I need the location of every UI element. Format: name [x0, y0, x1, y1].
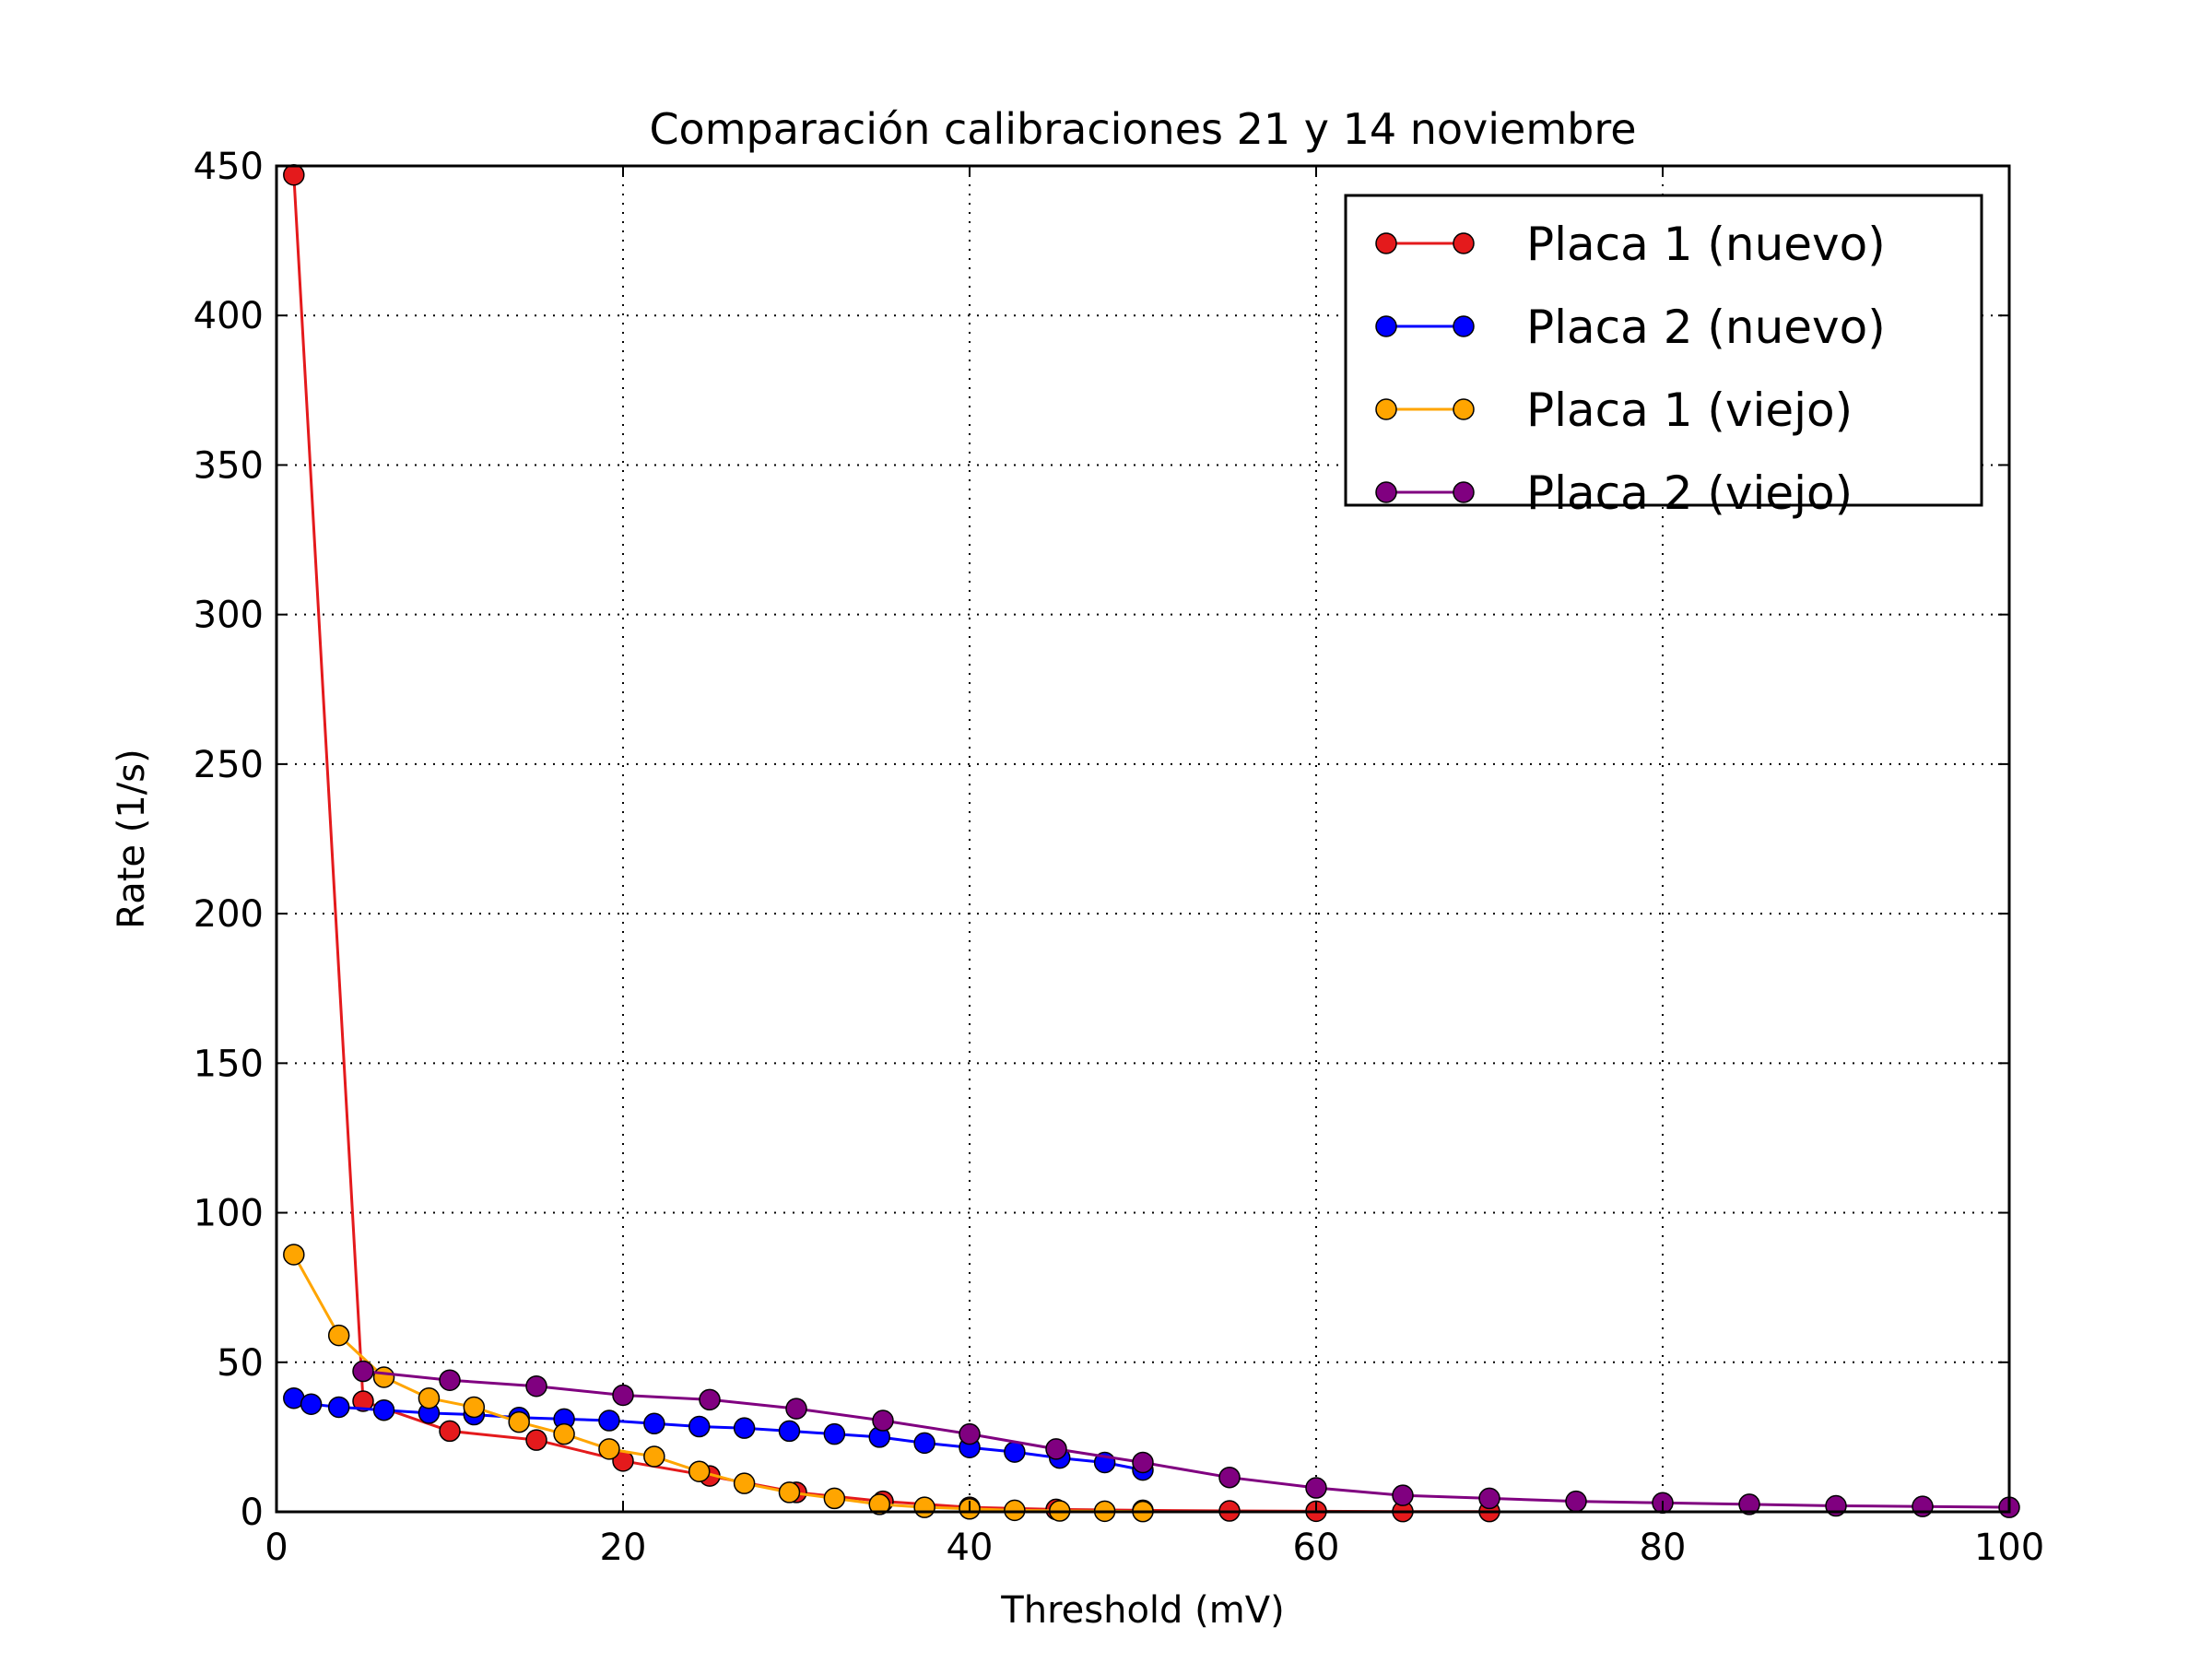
data-point	[525, 1374, 547, 1398]
data-point	[643, 1412, 665, 1435]
chart-title: Comparación calibraciones 21 y 14 noviem…	[649, 104, 1636, 154]
data-point	[688, 1415, 711, 1438]
data-point	[643, 1445, 665, 1468]
legend-entry: Placa 1 (viejo)	[1375, 383, 1853, 437]
data-point	[1738, 1493, 1760, 1516]
data-point	[1305, 1477, 1327, 1499]
data-point	[283, 163, 305, 186]
data-point	[300, 1393, 323, 1415]
legend-marker	[1375, 315, 1397, 337]
data-point	[1045, 1438, 1067, 1460]
data-point	[352, 1360, 374, 1383]
legend-marker	[1453, 232, 1475, 254]
legend-entry: Placa 2 (viejo)	[1375, 466, 1853, 520]
data-point	[1004, 1441, 1026, 1463]
series-4	[352, 1360, 2020, 1518]
legend-entry: Placa 2 (nuevo)	[1375, 301, 1886, 354]
data-point	[1132, 1451, 1154, 1474]
y-tick-label: 200	[194, 893, 264, 936]
series-2	[283, 1386, 1154, 1481]
data-point	[913, 1496, 935, 1518]
data-point	[778, 1420, 801, 1443]
x-tick-label: 0	[265, 1527, 288, 1569]
data-point	[439, 1420, 461, 1443]
series-line	[362, 1370, 2010, 1509]
data-point	[439, 1369, 461, 1391]
x-tick-label: 20	[600, 1527, 647, 1569]
plot-frame	[275, 164, 2011, 1514]
y-tick-label: 250	[194, 744, 264, 786]
grid	[276, 166, 2009, 1512]
legend-marker	[1375, 232, 1397, 254]
data-point	[1392, 1484, 1414, 1506]
y-tick-label: 350	[194, 444, 264, 487]
y-tick-label: 300	[194, 595, 264, 637]
legend-label: Placa 1 (nuevo)	[1526, 218, 1886, 271]
legend-label: Placa 2 (viejo)	[1526, 466, 1853, 520]
data-point	[553, 1422, 575, 1445]
data-point	[1004, 1499, 1026, 1522]
data-point	[868, 1493, 890, 1516]
data-point	[913, 1432, 935, 1455]
data-point	[327, 1324, 350, 1347]
data-point	[733, 1417, 756, 1439]
data-point	[327, 1396, 350, 1419]
data-point	[872, 1409, 894, 1432]
data-point	[508, 1410, 530, 1433]
y-tick-label: 400	[194, 295, 264, 337]
data-point	[959, 1422, 981, 1445]
x-tick-label: 60	[1293, 1527, 1340, 1569]
legend-entry: Placa 1 (nuevo)	[1375, 218, 1886, 271]
y-tick-label: 100	[194, 1193, 264, 1235]
legend-marker	[1453, 398, 1475, 420]
data-point	[699, 1388, 721, 1411]
data-point	[598, 1409, 620, 1432]
data-point	[1565, 1490, 1587, 1513]
data-point	[823, 1422, 846, 1445]
data-point	[598, 1438, 620, 1460]
y-tick-label: 150	[194, 1043, 264, 1085]
data-point	[785, 1398, 807, 1420]
legend-marker	[1453, 315, 1475, 337]
legend-label: Placa 1 (viejo)	[1526, 383, 1853, 437]
data-point	[733, 1472, 756, 1494]
x-tick-label: 40	[947, 1527, 994, 1569]
legend-marker	[1375, 481, 1397, 503]
series-group	[283, 163, 2020, 1523]
data-point	[463, 1396, 486, 1419]
data-point	[688, 1460, 711, 1482]
x-tick-label: 80	[1640, 1527, 1687, 1569]
data-point	[1218, 1466, 1241, 1489]
data-point	[525, 1429, 547, 1451]
legend: Placa 1 (nuevo) Placa 2 (nuevo) Placa 1 (v…	[1344, 194, 1983, 520]
data-point	[283, 1244, 305, 1266]
legend-marker	[1375, 398, 1397, 420]
legend-label: Placa 2 (nuevo)	[1526, 301, 1886, 354]
data-point	[372, 1366, 395, 1388]
y-tick-label: 0	[241, 1492, 264, 1534]
y-tick-label: 50	[217, 1342, 264, 1385]
y-tick-label: 450	[194, 146, 264, 188]
data-point	[1478, 1487, 1500, 1510]
data-point	[372, 1398, 395, 1421]
data-point	[612, 1384, 634, 1407]
data-point	[418, 1386, 441, 1409]
y-axis-label: Rate (1/s)	[111, 749, 153, 928]
data-point	[352, 1390, 374, 1412]
data-point	[823, 1487, 846, 1510]
x-tick-label: 100	[1974, 1527, 2044, 1569]
axis-ticks: 0 20 40 60 80 100 0 50 100 150 200 250 300 350 400 450	[194, 146, 2045, 1569]
data-point	[1912, 1495, 1934, 1517]
legend-box	[1344, 194, 1983, 507]
legend-marker	[1453, 481, 1475, 503]
data-point	[778, 1481, 801, 1504]
x-axis-label: Threshold (mV)	[1000, 1589, 1284, 1632]
